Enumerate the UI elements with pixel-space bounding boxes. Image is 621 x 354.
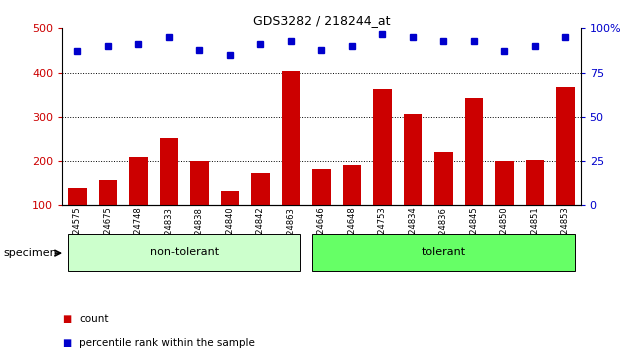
Text: tolerant: tolerant [421,247,465,257]
Bar [252,173,270,205]
Text: count: count [79,314,109,324]
Bar [404,114,422,205]
Bar [99,180,117,205]
Text: ■: ■ [62,338,71,348]
Bar [373,89,391,205]
Bar [282,71,300,205]
Bar [68,188,86,205]
Bar [160,138,178,205]
Bar [343,166,361,205]
Bar [190,161,209,205]
Text: non-tolerant: non-tolerant [150,247,219,257]
Title: GDS3282 / 218244_at: GDS3282 / 218244_at [253,14,390,27]
Text: percentile rank within the sample: percentile rank within the sample [79,338,255,348]
Bar [495,161,514,205]
Bar [129,156,148,205]
Bar [556,87,574,205]
Bar [465,98,483,205]
Bar [312,169,330,205]
Bar [526,160,544,205]
Text: specimen: specimen [3,248,57,258]
Bar [434,152,453,205]
Text: ■: ■ [62,314,71,324]
Bar [220,191,239,205]
